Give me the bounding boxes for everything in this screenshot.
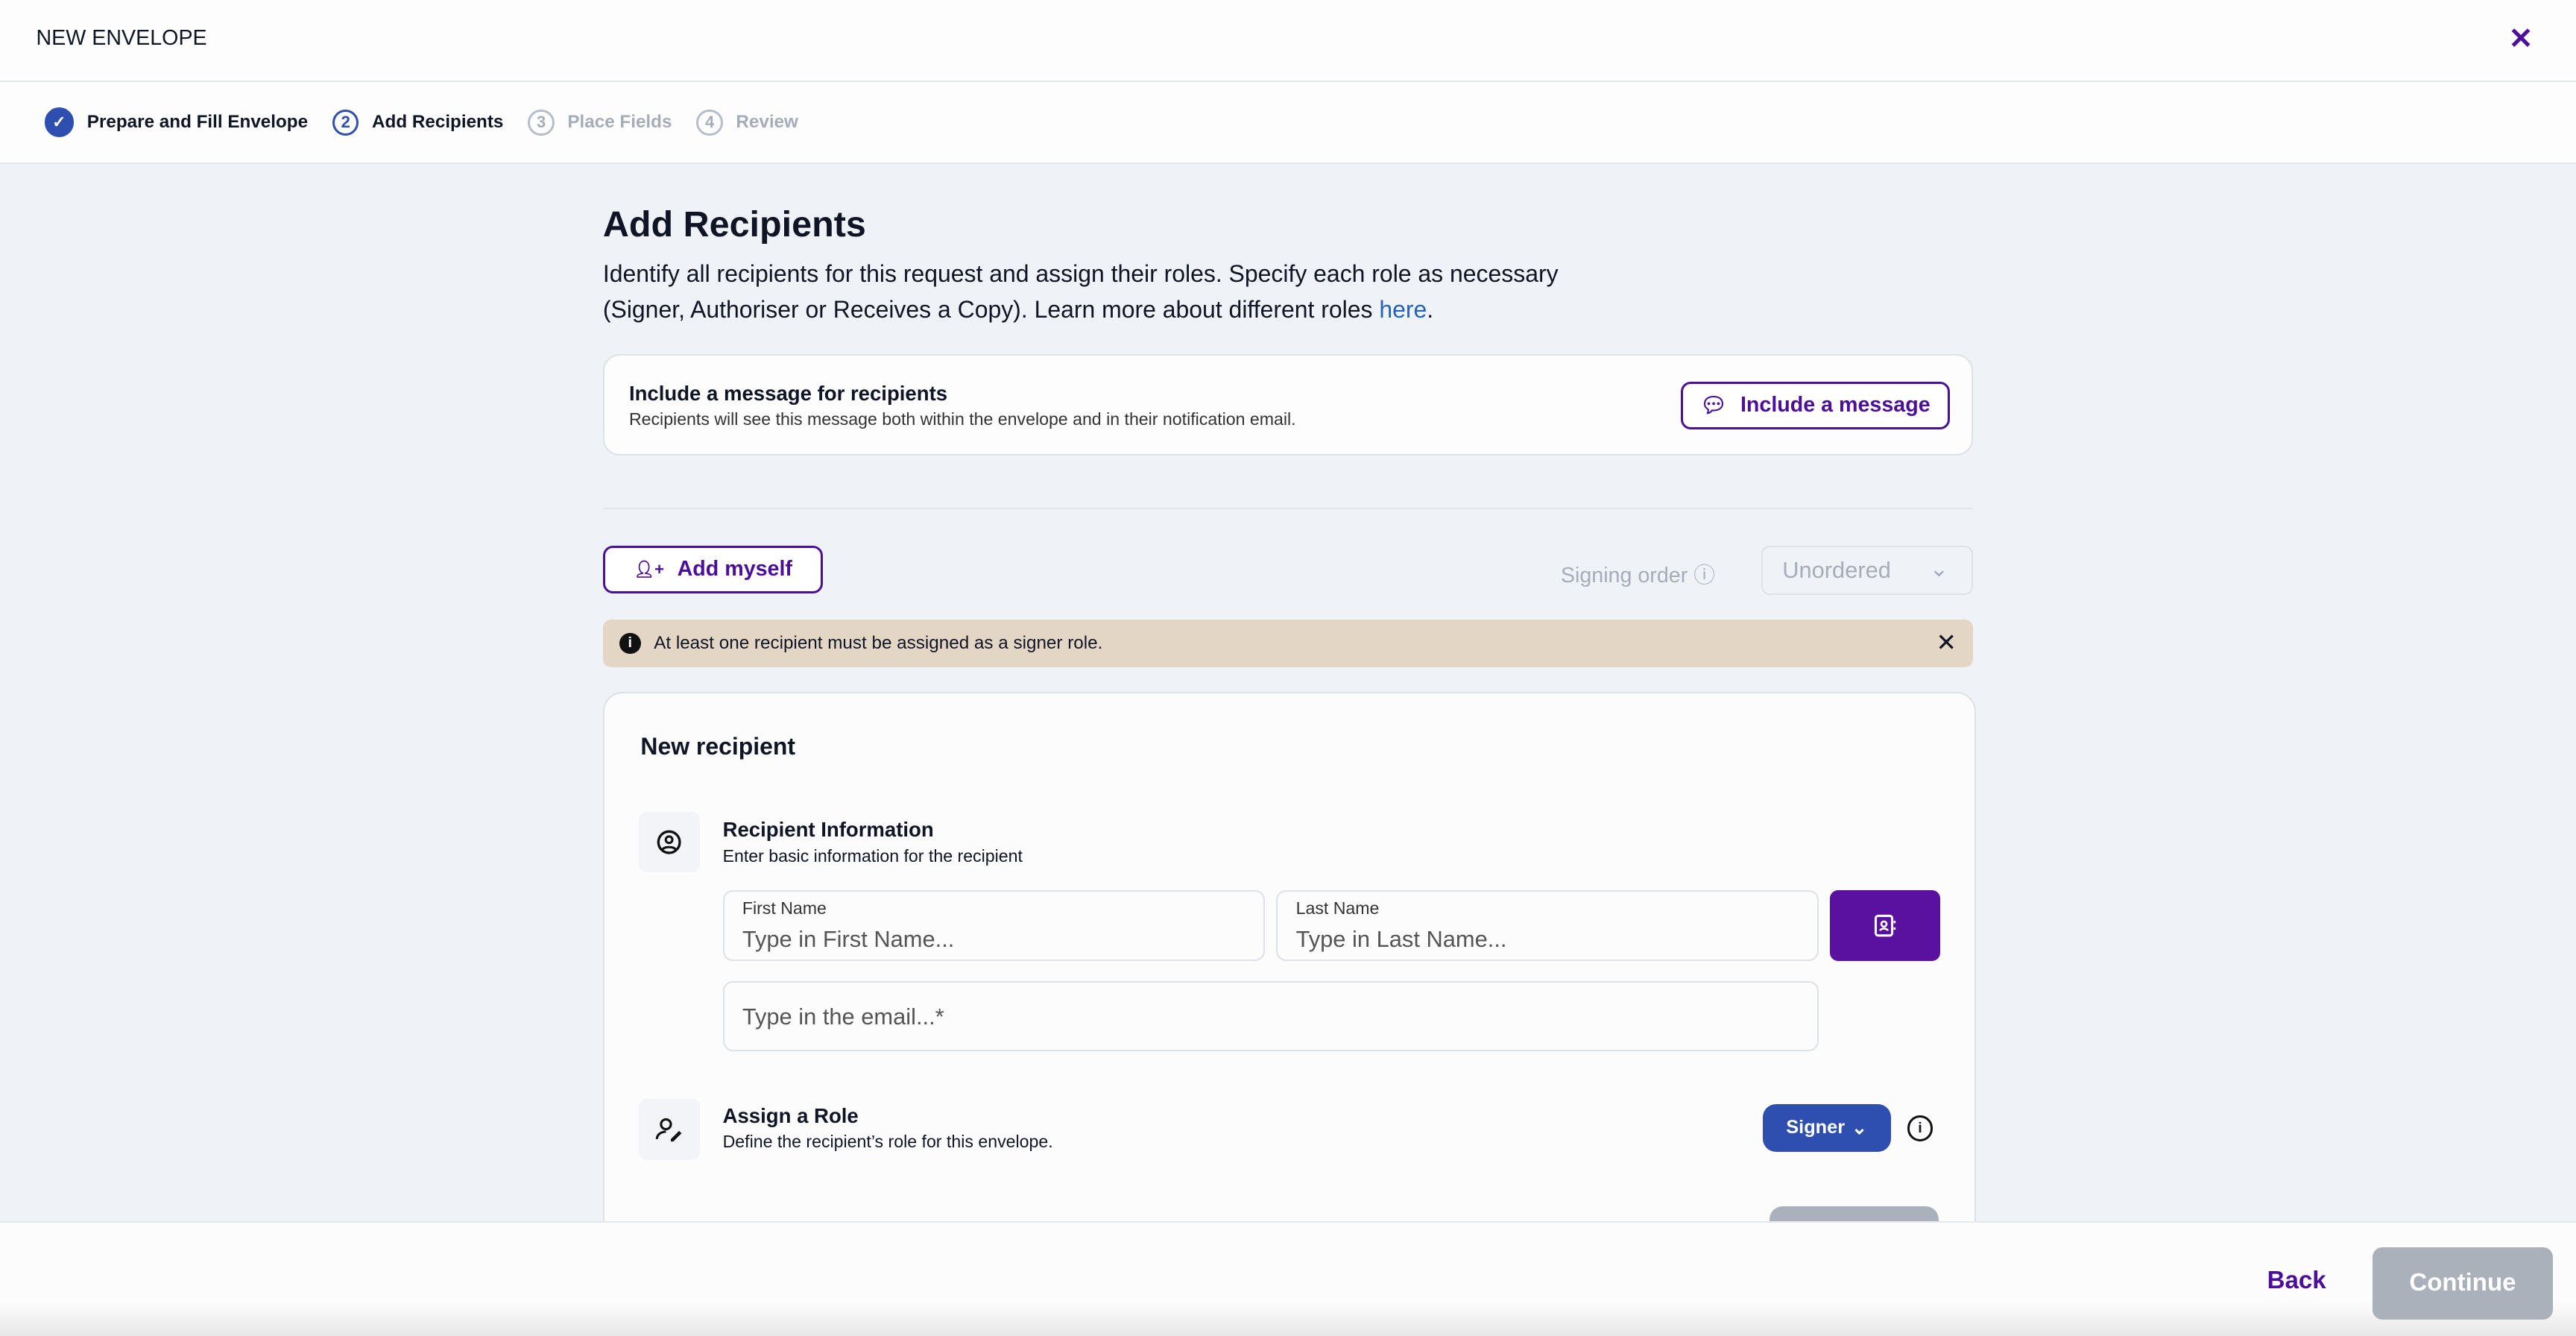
step-label: Prepare and Fill Envelope [86,112,309,133]
recipient-info-title: Recipient Information [722,818,934,842]
signing-order-select[interactable]: Unordered ⌄ [1761,545,1974,595]
continue-button[interactable]: Continue [2372,1247,2554,1320]
step-prepare[interactable]: ✓ Prepare and Fill Envelope [44,107,309,138]
message-subtitle: Recipients will see this message both wi… [628,409,1296,429]
footer: Back Continue [0,1220,2576,1336]
email-field[interactable] [722,980,1819,1052]
step-label: Add Recipients [372,112,504,133]
message-title: Include a message for recipients [628,381,948,405]
intro-period: . [1427,296,1434,323]
assign-role-subtitle: Define the recipient’s role for this env… [722,1132,1053,1152]
info-icon: i [619,632,641,655]
close-icon[interactable]: ✕ [1936,628,1957,657]
button-label: Add myself [677,557,792,582]
stepper: ✓ Prepare and Fill Envelope 2 Add Recipien… [0,82,2576,165]
add-myself-button[interactable]: 👤︎+ Add myself [602,545,824,593]
divider [602,508,1974,510]
check-icon: ✓ [44,107,75,138]
first-name-input[interactable] [742,926,1201,954]
chat-bubble-icon: 💬︎ [1699,394,1728,418]
button-label: Include a message [1740,393,1931,418]
field-label: First Name [742,898,827,918]
step-place-fields: 3 Place Fields [528,109,672,136]
contacts-button[interactable] [1830,890,1940,962]
chevron-down-icon: ⌄ [1851,1118,1868,1139]
role-dropdown[interactable]: Signer ⌄ [1762,1103,1891,1152]
step-add-recipients[interactable]: 2 Add Recipients [332,109,504,136]
signing-order-label: Signing order ⓘ [1561,558,1715,589]
step-label: Place Fields [567,112,672,133]
page-title: Add Recipients [602,204,866,245]
address-book-icon [1875,915,1896,937]
warning-banner: i At least one recipient must be assigne… [602,619,1974,667]
intro-text: Identify all recipients for this request… [602,259,1559,323]
window-title: NEW ENVELOPE [36,26,207,51]
email-input[interactable] [742,1003,1672,1030]
user-circle-icon [639,811,700,873]
close-icon[interactable]: ✕ [2508,22,2534,55]
step-label: Review [736,112,798,133]
step-number: 3 [528,109,555,136]
last-name-field[interactable]: Last Name [1276,890,1819,962]
back-button[interactable]: Back [2267,1267,2326,1295]
page-intro: Identify all recipients for this request… [603,256,1572,328]
label-text: Signing order [1560,564,1688,588]
chevron-down-icon: ⌄ [1929,555,1949,582]
info-icon[interactable]: ⓘ [1693,564,1715,588]
recipient-info-subtitle: Enter basic information for the recipien… [722,845,1023,866]
role-value: Signer [1786,1117,1846,1138]
first-name-field[interactable]: First Name [722,890,1265,962]
include-message-button[interactable]: 💬︎ Include a message [1680,381,1951,429]
info-icon[interactable]: i [1907,1115,1933,1142]
message-panel: Include a message for recipients Recipie… [602,353,1974,456]
user-edit-icon [639,1099,700,1160]
last-name-input[interactable] [1295,926,1755,954]
roles-link[interactable]: here [1379,296,1427,323]
top-bar: NEW ENVELOPE ✕ [0,0,2576,82]
warning-text: At least one recipient must be assigned … [654,632,1103,653]
step-review: 4 Review [696,109,798,136]
step-number: 4 [696,109,723,136]
step-number: 2 [332,109,359,136]
main-content: Add Recipients Identify all recipients f… [602,164,1977,1255]
recipient-card: New recipient Recipient Information Ente… [602,691,1977,1255]
select-value: Unordered [1782,556,1891,583]
assign-role-title: Assign a Role [722,1103,859,1127]
add-user-icon: 👤︎+ [634,559,664,579]
field-label: Last Name [1295,898,1380,918]
recipient-heading: New recipient [640,732,796,760]
